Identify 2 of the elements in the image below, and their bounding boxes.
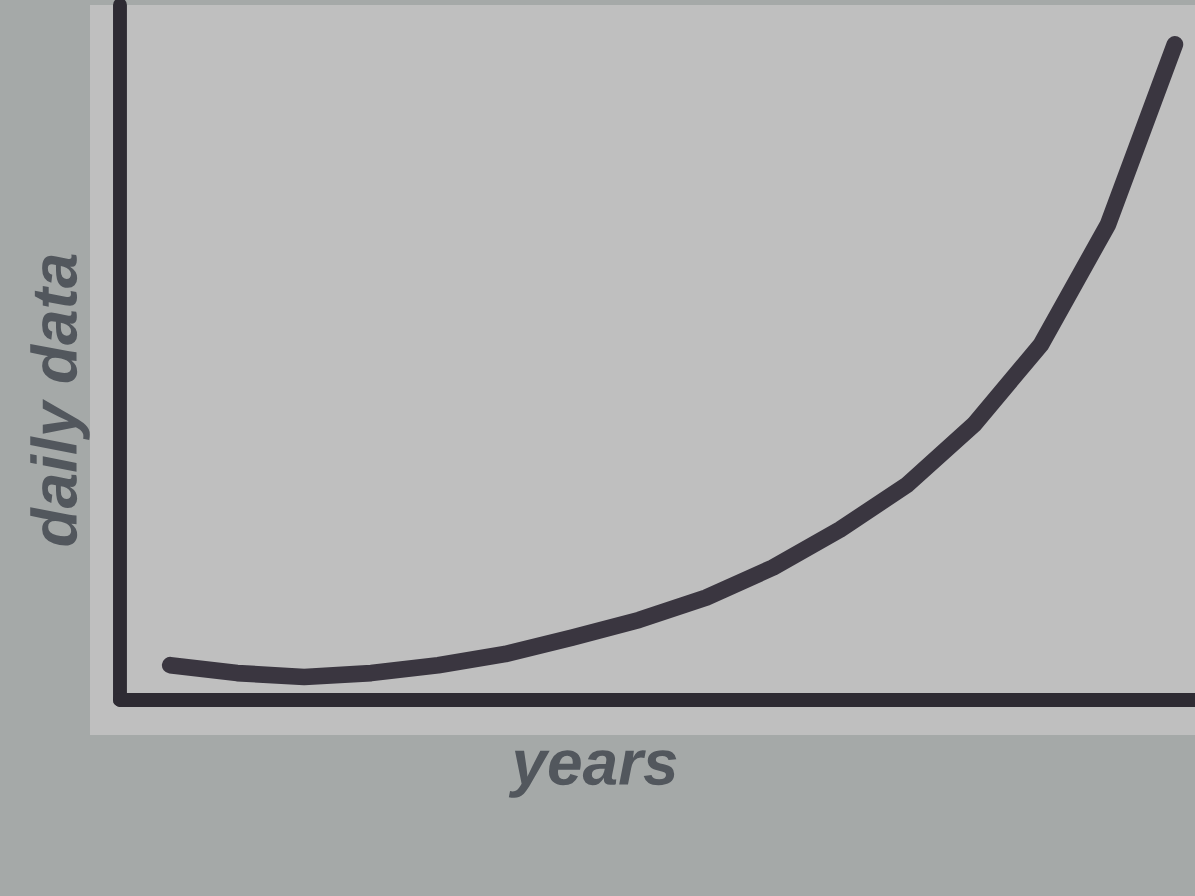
x-axis-title: years xyxy=(508,750,677,798)
y-axis-title: daily data xyxy=(30,254,90,546)
